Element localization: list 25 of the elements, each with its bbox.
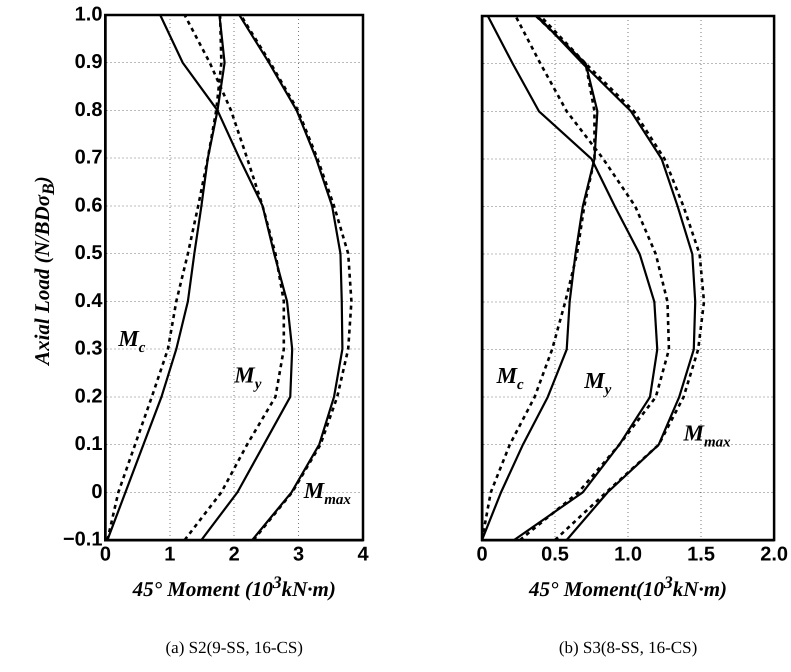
x-tick-label: 1 — [164, 544, 176, 566]
x-tick-label: 0 — [476, 544, 488, 566]
x-tick-label: 4 — [357, 544, 370, 566]
y-tick-label: 0.5 — [74, 242, 102, 264]
x-tick-label: 3 — [293, 544, 304, 566]
y-tick-label: 0.8 — [74, 98, 102, 121]
y-tick-label: 0.2 — [74, 385, 102, 408]
x-axis-title: 45° Moment (10$^{3}$kN·m) — [131, 572, 337, 602]
x-tick-label: 0.5 — [541, 544, 569, 566]
x-axis-title: 45° Moment(10$^{3}$kN·m) — [528, 572, 728, 602]
y-tick-label: 0.6 — [74, 194, 102, 216]
y-tick-label: 0.7 — [74, 146, 102, 169]
y-tick-label: 0.3 — [74, 338, 102, 360]
y-tick-label: 0.9 — [74, 51, 102, 74]
x-tick-label: 1.0 — [614, 544, 642, 566]
x-tick-label: 1.5 — [687, 544, 715, 566]
text: (b) S3(8-SS, 16-CS) — [558, 638, 698, 658]
y-tick-label: 0.1 — [74, 433, 102, 456]
x-tick-label: 2.0 — [760, 544, 788, 566]
x-tick-label: 2 — [228, 544, 240, 566]
y-tick-label: −0.1 — [63, 528, 102, 551]
y-tick-label: 0.4 — [74, 290, 104, 312]
y-tick-label: 1.0 — [74, 4, 102, 26]
text: (a) S2(9-SS, 16-CS) — [164, 638, 304, 658]
y-tick-label: 0 — [91, 480, 102, 503]
